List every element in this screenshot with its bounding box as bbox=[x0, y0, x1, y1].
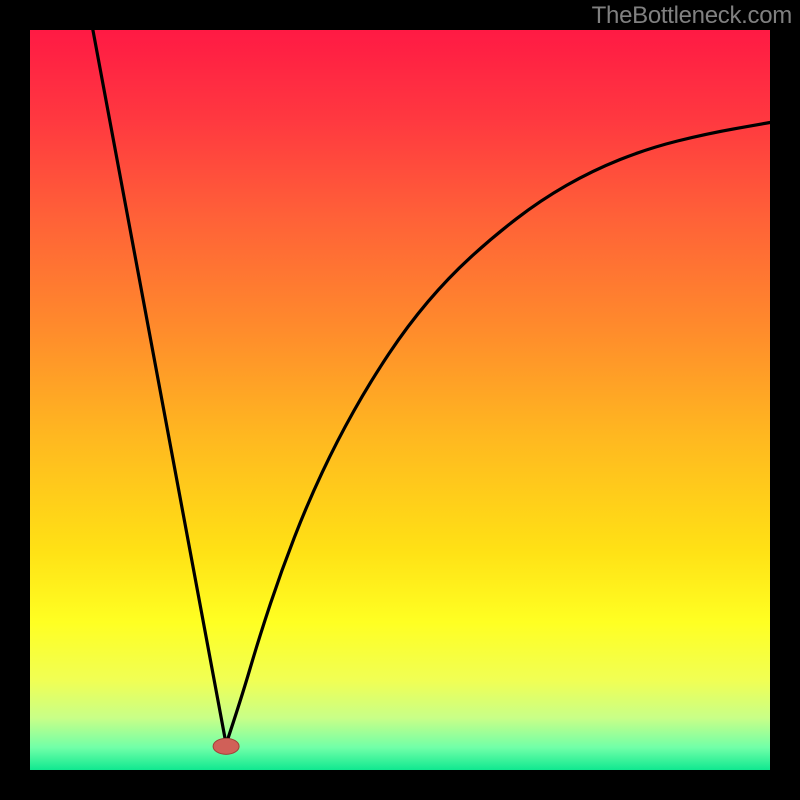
chart-container: TheBottleneck.com bbox=[0, 0, 800, 800]
bottleneck-chart bbox=[0, 0, 800, 800]
minimum-marker bbox=[213, 738, 239, 754]
watermark-text: TheBottleneck.com bbox=[592, 2, 792, 30]
plot-background bbox=[30, 30, 770, 770]
